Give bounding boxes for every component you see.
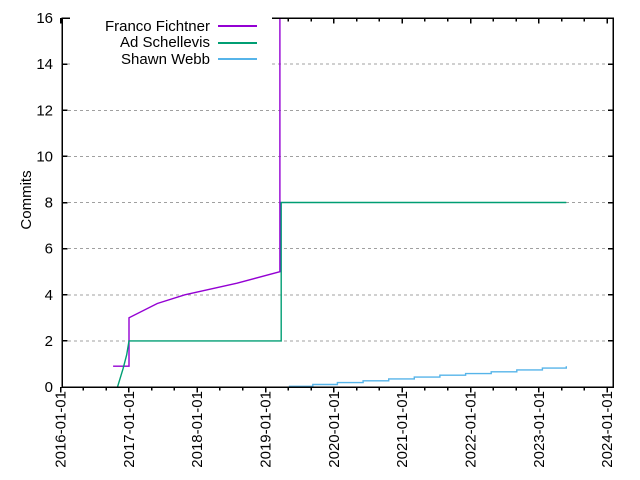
y-tick-label: 4	[45, 287, 53, 304]
series-line-shawn-webb	[288, 366, 567, 387]
legend-entry-franco-fichtner: Franco Fichtner	[70, 18, 257, 35]
x-tick-label: 2024-01-01	[599, 391, 616, 468]
series-line-ad-schellevis	[116, 201, 567, 387]
legend-entry-label: Ad Schellevis	[119, 34, 210, 52]
y-tick-label: 12	[36, 102, 53, 119]
legend-entry-label: Franco Fichtner	[104, 17, 210, 35]
y-tick-label: 2	[45, 333, 53, 350]
y-axis-title: Commits	[18, 170, 35, 229]
legend-sample-line	[218, 58, 257, 61]
y-tick-label: 16	[36, 10, 53, 27]
x-tick-label: 2019-01-01	[258, 391, 275, 468]
x-tick-label: 2017-01-01	[121, 391, 138, 468]
y-tick-label: 14	[36, 56, 53, 73]
y-tick-label: 6	[45, 241, 53, 258]
legend-entry-label: Shawn Webb	[121, 50, 210, 68]
x-tick-label: 2016-01-01	[53, 391, 70, 468]
legend-entry-shawn-webb: Shawn Webb	[70, 51, 257, 68]
y-tick-label: 10	[36, 148, 53, 165]
series-line-franco-fichtner	[113, 18, 281, 367]
x-tick-label: 2018-01-01	[189, 391, 206, 468]
x-tick-label: 2023-01-01	[531, 391, 548, 468]
y-tick-label: 0	[45, 379, 53, 396]
x-tick-label: 2020-01-01	[326, 391, 343, 468]
chart-legend: Franco Fichtner Ad Schellevis Shawn Webb	[70, 15, 272, 69]
legend-sample-line	[218, 41, 257, 44]
legend-entry-ad-schellevis: Ad Schellevis	[70, 35, 257, 52]
y-tick-label: 8	[45, 195, 53, 212]
legend-sample-line	[218, 25, 257, 28]
x-tick-label: 2021-01-01	[394, 391, 411, 468]
x-tick-label: 2022-01-01	[463, 391, 480, 468]
